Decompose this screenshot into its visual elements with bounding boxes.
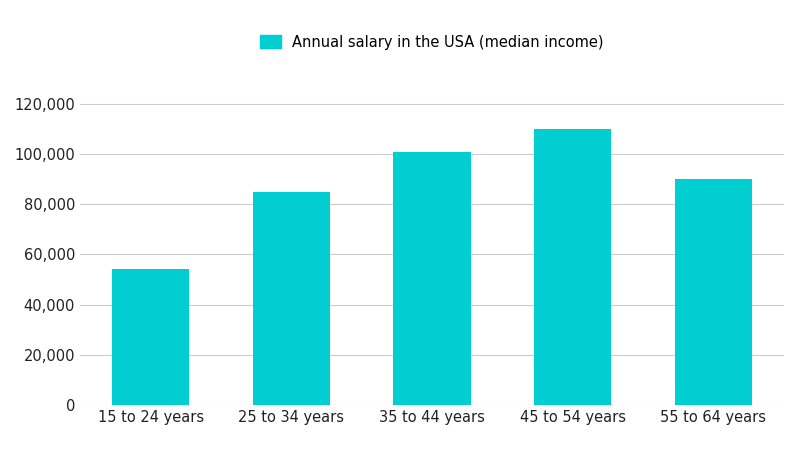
- Legend: Annual salary in the USA (median income): Annual salary in the USA (median income): [253, 27, 611, 57]
- Bar: [253, 192, 330, 405]
- Bar: [112, 270, 190, 405]
- Text: Influence of age on income in the USA: Influence of age on income in the USA: [101, 21, 699, 49]
- Bar: [394, 152, 470, 405]
- Bar: [534, 129, 611, 405]
- Text: www.the-american-dream.com: www.the-american-dream.com: [268, 422, 532, 437]
- Text: Source: U.S. Census, 2024: Source: U.S. Census, 2024: [610, 423, 776, 436]
- Bar: [674, 179, 752, 405]
